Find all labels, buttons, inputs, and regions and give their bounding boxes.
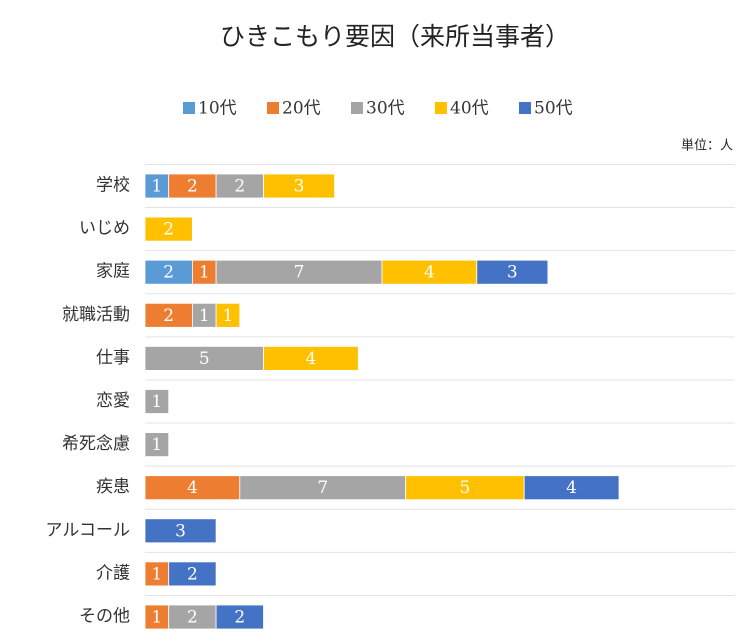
bar-segment — [144, 432, 170, 458]
data-label: 5 — [460, 478, 471, 498]
data-label: 4 — [187, 478, 198, 498]
bar-segment — [144, 216, 193, 242]
category-label: 疾患 — [96, 477, 130, 497]
data-label: 7 — [317, 478, 328, 498]
data-label: 1 — [199, 306, 210, 326]
data-label: 2 — [163, 263, 174, 283]
category-label: 仕事 — [96, 348, 130, 368]
bar-segment — [523, 475, 620, 501]
data-label: 7 — [294, 263, 305, 283]
category-label: アルコール — [46, 520, 131, 540]
data-label: 3 — [294, 177, 305, 197]
data-label: 2 — [234, 608, 245, 628]
bar-segment — [144, 518, 217, 544]
unit-label: 単位：人 — [681, 138, 733, 154]
category-label: 希死念慮 — [62, 433, 130, 454]
data-label: 4 — [305, 349, 316, 369]
category-label: その他 — [79, 607, 130, 627]
bar-segment — [215, 604, 264, 630]
legend-label: 40代 — [450, 99, 489, 119]
data-label: 3 — [507, 263, 518, 283]
chart-title: ひきこもり要因（来所当事者） — [220, 22, 570, 51]
legend-swatch — [435, 102, 447, 114]
data-label: 1 — [151, 564, 162, 584]
bar-segment — [263, 173, 335, 199]
data-label: 2 — [234, 177, 245, 197]
data-label: 2 — [163, 306, 174, 326]
category-label: 学校 — [96, 176, 130, 196]
category-label: 恋愛 — [96, 390, 130, 411]
bar-segment — [239, 475, 407, 501]
data-label: 1 — [223, 306, 234, 326]
data-label: 1 — [151, 608, 162, 628]
bar-segment — [168, 604, 217, 630]
bar-segment — [168, 561, 217, 587]
legend-label: 30代 — [366, 99, 405, 119]
bar-segment — [381, 259, 478, 285]
legend-label: 20代 — [282, 99, 321, 119]
data-label: 3 — [175, 521, 186, 541]
data-label: 1 — [199, 263, 210, 283]
data-label: 5 — [199, 349, 210, 369]
data-label: 4 — [566, 478, 577, 498]
bar-segment — [215, 259, 383, 285]
bar-segment — [215, 302, 241, 328]
data-label: 1 — [151, 435, 162, 455]
category-label: 介護 — [96, 563, 130, 583]
legend-swatch — [519, 102, 531, 114]
bar-segment — [263, 345, 359, 371]
bar-segment — [476, 259, 549, 285]
legend-label: 10代 — [198, 99, 237, 119]
category-label: いじめ — [79, 219, 130, 239]
category-label: 就職活動 — [62, 305, 130, 325]
bar-segment — [144, 389, 170, 414]
legend-swatch — [351, 102, 363, 114]
legend-swatch — [267, 102, 279, 114]
bar-segment — [144, 345, 264, 371]
category-label: 家庭 — [96, 262, 130, 282]
data-label: 4 — [424, 263, 435, 283]
bar-segment — [144, 302, 193, 328]
data-label: 2 — [163, 220, 174, 240]
data-label: 1 — [151, 177, 162, 197]
legend-label: 50代 — [534, 99, 573, 119]
bar-segment — [144, 475, 241, 501]
data-label: 1 — [151, 392, 162, 412]
data-label: 2 — [187, 608, 198, 628]
legend-swatch — [183, 102, 195, 114]
data-label: 2 — [187, 564, 198, 584]
data-label: 2 — [187, 177, 198, 197]
